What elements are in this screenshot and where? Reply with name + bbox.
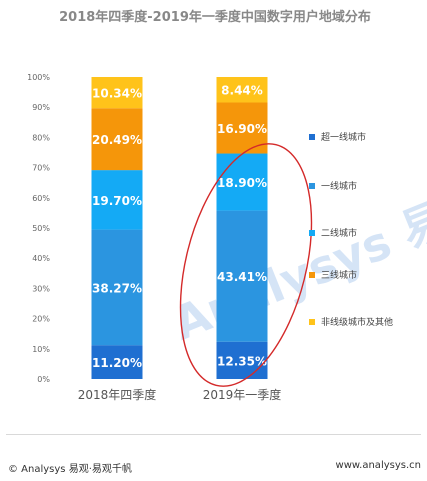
data-label: 10.34% — [92, 87, 142, 101]
footer-url: www.analysys.cn — [335, 460, 421, 471]
legend-label: 超一线城市 — [321, 131, 366, 143]
legend-swatch — [309, 272, 315, 278]
bar-segment — [216, 341, 268, 379]
bar-segment — [91, 170, 143, 230]
legend-swatch — [309, 230, 315, 236]
footer-divider — [6, 434, 421, 435]
data-label: 20.49% — [92, 133, 142, 147]
bar-segment — [91, 229, 143, 346]
chart-title: 2018年四季度-2019年一季度中国数字用户地域分布 — [59, 10, 371, 25]
x-axis: 2018年四季度 2019年一季度 — [78, 387, 282, 402]
bar-segment — [216, 153, 268, 211]
y-tick-label: 40% — [32, 254, 50, 263]
watermark: Analysys 易观 · 你要的数据 — [165, 69, 427, 350]
data-label: 18.90% — [217, 176, 267, 190]
y-axis: 0% 10% 20% 30% 40% 50% 60% 70% 80% 90% 100% — [27, 73, 50, 384]
x-tick-label: 2019年一季度 — [203, 387, 282, 402]
legend-label: 非线级城市及其他 — [321, 316, 393, 328]
bar-segment — [91, 345, 143, 379]
legend-swatch — [309, 319, 315, 325]
highlight-ellipse-group — [179, 143, 313, 387]
data-label: 16.90% — [217, 122, 267, 136]
bars: 11.20% 38.27% 19.70% 20.49% 10.34% 12.35% 43.4… — [91, 77, 268, 379]
y-tick-label: 80% — [32, 133, 50, 142]
footer-source: © Analysys 易观·易观千帆 — [8, 464, 132, 475]
highlight-ellipse — [179, 143, 313, 387]
bar-segment — [216, 77, 268, 103]
y-tick-label: 70% — [32, 164, 50, 173]
legend-label: 一线城市 — [321, 180, 357, 192]
y-tick-label: 90% — [32, 103, 50, 112]
bar-segment — [91, 108, 143, 171]
data-label: 19.70% — [92, 194, 142, 208]
data-label: 11.20% — [92, 356, 142, 370]
legend-label: 三线城市 — [321, 269, 357, 281]
watermark-text: Analysys 易观 · 你要的数据 — [165, 69, 427, 350]
data-label: 38.27% — [92, 281, 142, 295]
y-tick-label: 100% — [27, 73, 50, 82]
data-label: 12.35% — [217, 354, 267, 368]
y-tick-label: 10% — [32, 345, 50, 354]
y-tick-label: 20% — [32, 315, 50, 324]
legend-label: 二线城市 — [321, 227, 357, 239]
y-tick-label: 0% — [37, 375, 50, 384]
x-tick-label: 2018年四季度 — [78, 387, 157, 402]
y-tick-label: 60% — [32, 194, 50, 203]
data-label: 8.44% — [221, 84, 263, 98]
bar-segment — [216, 210, 268, 342]
bar-segment — [91, 77, 143, 109]
legend-swatch — [309, 134, 315, 140]
y-tick-label: 30% — [32, 284, 50, 293]
data-label: 43.41% — [217, 270, 267, 284]
legend-swatch — [309, 183, 315, 189]
y-tick-label: 50% — [32, 224, 50, 233]
